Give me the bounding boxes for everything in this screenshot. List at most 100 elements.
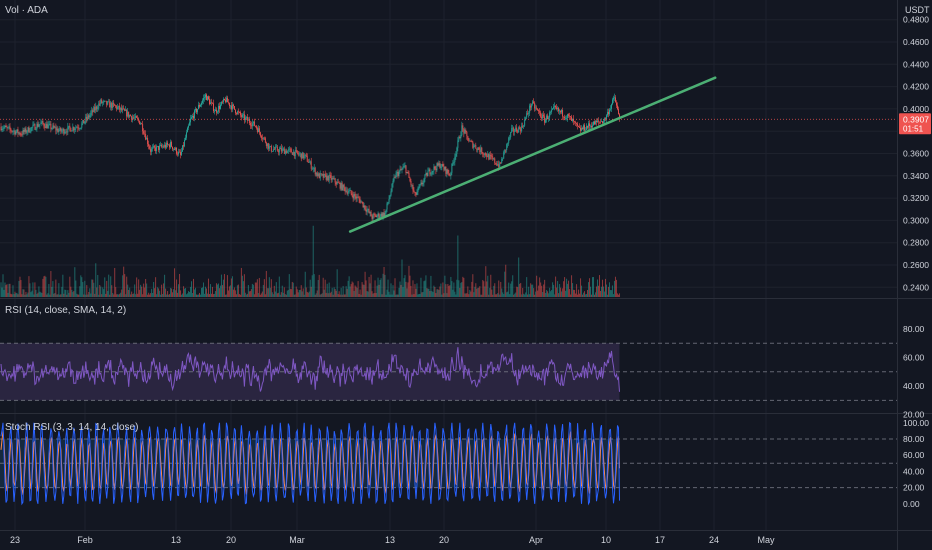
volume-bar [26,294,28,297]
volume-bar [522,287,524,297]
volume-bar [474,286,476,297]
volume-bar [357,281,359,297]
candle-body [362,202,364,208]
candle-body [478,147,480,150]
candle-body [297,153,299,155]
candle-body [110,103,112,108]
candle-body [97,108,99,109]
candle-body [480,147,482,153]
volume-bar [469,289,471,297]
candle-body [225,97,227,103]
volume-bar [504,271,506,297]
volume-bar [439,286,441,297]
volume-bar [496,294,498,297]
volume-bar [189,291,191,297]
candle-body [428,169,430,172]
stoch-tick-label: 100.00 [903,418,929,428]
x-axis-labels[interactable]: 23 Feb 13 20 Mar 13 20 Apr 10 17 24 May [10,535,775,545]
candle-body [348,190,350,193]
volume-bar [520,282,522,297]
volume-bar [314,294,316,297]
volume-bar [245,294,247,297]
volume-bar [243,274,245,297]
candle-body [197,109,198,113]
candle-body [1,129,3,131]
volume-bar [246,293,248,297]
volume-bar [97,274,99,297]
volume-bar [466,293,468,297]
candle-body [113,102,115,105]
candle-body [532,101,534,105]
candle-body [109,101,111,108]
candle-body [146,138,148,140]
candle-body [302,152,304,159]
y-tick-label: 0.3000 [903,215,929,225]
candle-body [551,109,553,113]
candle-body [94,107,96,111]
candle-body [142,124,144,132]
candle-body [61,130,63,132]
volume-bar [461,282,463,297]
volume-bar [410,285,412,297]
volume-bar [296,289,298,297]
volume-bar [268,277,270,297]
candle-body [211,102,212,104]
candle-body [545,119,547,123]
trendline[interactable] [348,76,717,233]
volume-bar [348,276,350,297]
candle-body [199,105,200,107]
candle-body [294,149,296,157]
volume-bar [265,270,267,297]
candle-body [12,131,14,132]
volume-bar [422,292,424,297]
volume-bar [386,289,388,297]
candle-body [498,164,500,168]
candle-body [266,143,268,147]
candle-body [212,102,213,104]
volume-bar [392,285,394,297]
volume-bar [383,266,385,297]
candle-body [317,173,319,177]
candle-body [154,146,156,148]
volume-bar [334,289,336,297]
volume-bar [41,292,43,297]
candle-body [535,107,537,109]
candle-body [246,116,248,121]
volume-bar [46,294,48,297]
candle-body [173,148,175,150]
y-axis-labels[interactable]: 0.48000.46000.44000.42000.40000.38000.36… [903,15,929,509]
candle-body [3,127,5,129]
candle-body [579,126,580,128]
rsi-line[interactable] [0,347,620,392]
price-candles[interactable] [0,92,620,222]
candle-body [186,132,187,138]
candle-body [69,125,71,129]
volume-bar [509,294,511,297]
volume-bar [310,286,312,297]
candle-body [249,122,251,126]
candle-body [178,151,180,155]
candle-body [519,127,521,129]
volume-bar [557,281,559,297]
candle-body [202,100,203,103]
candle-body [2,128,4,130]
volume-bar [32,282,34,297]
volume-bar [16,292,18,297]
candle-body [400,169,402,170]
candle-body [275,146,277,148]
volume-bar [64,289,66,297]
volume-bar [451,281,453,297]
volume-bar [219,285,221,297]
candle-body [497,164,499,166]
candle-body [385,209,387,214]
candle-body [269,146,271,147]
volume-bar [158,288,160,297]
volume-bar [313,274,315,297]
volume-bar [22,289,24,297]
volume-bar [432,292,434,297]
stoch-k-line[interactable] [0,421,620,506]
volume-bar [284,294,286,297]
candle-body [387,202,389,204]
